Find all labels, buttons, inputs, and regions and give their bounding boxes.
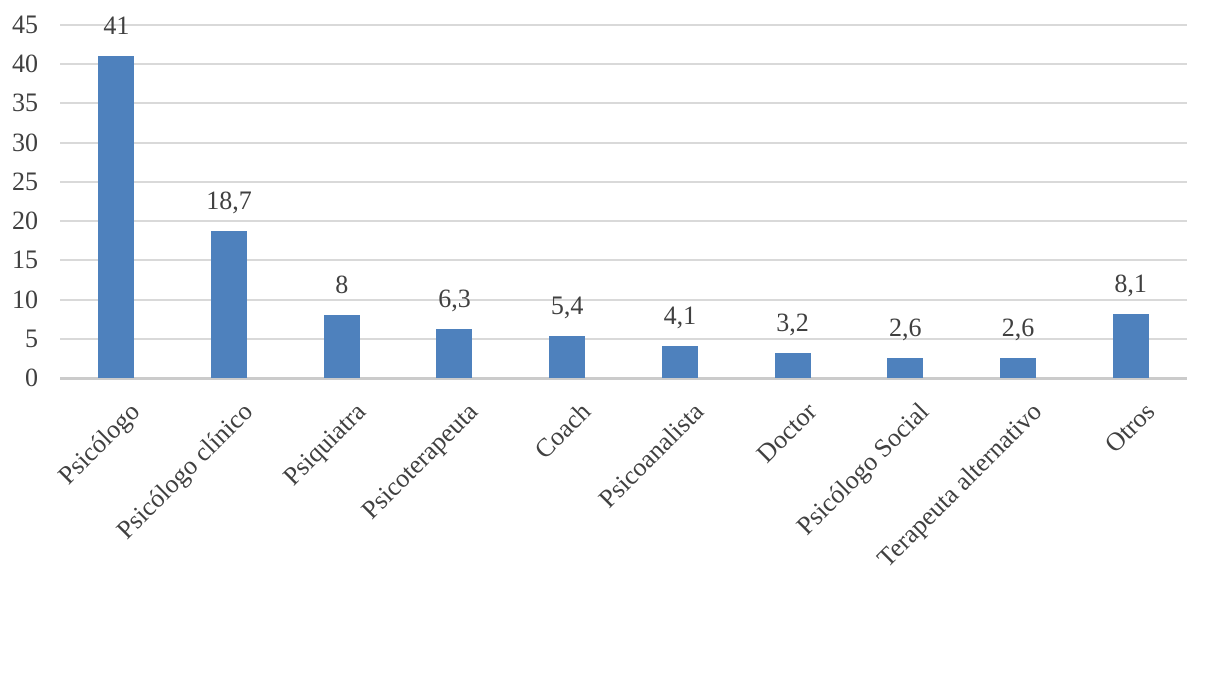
bar-value-label: 2,6 [889, 312, 922, 342]
bar [887, 357, 924, 378]
bar [98, 56, 135, 378]
bar [661, 345, 698, 378]
y-axis-tick-label: 10 [12, 284, 38, 314]
y-axis-tick-label: 20 [12, 206, 38, 236]
y-gridline [60, 24, 1187, 26]
bar [774, 352, 811, 378]
bar [323, 315, 360, 378]
bar-value-label: 8 [335, 270, 349, 300]
y-gridline [60, 337, 1187, 340]
bar-value-label: 2,6 [1001, 312, 1035, 342]
bar [1112, 314, 1149, 378]
bar-value-label: 3,2 [776, 307, 809, 337]
y-axis-tick-label: 35 [12, 88, 38, 118]
y-axis-tick-label: 0 [25, 363, 38, 392]
bar-value-label: 8,1 [1114, 269, 1147, 299]
bar-value-label: 41 [103, 11, 130, 41]
y-axis-tick-label: 30 [12, 127, 38, 157]
y-gridline [60, 220, 1187, 223]
bar-value-label: 18,7 [206, 186, 252, 216]
y-gridline [60, 63, 1187, 66]
bar [999, 357, 1036, 378]
y-gridline [60, 180, 1187, 183]
y-gridline [60, 298, 1187, 301]
y-gridline [60, 259, 1187, 262]
y-axis-tick-label: 25 [12, 166, 38, 196]
bar-value-label: 4,1 [663, 300, 697, 330]
y-axis-tick-label: 45 [12, 10, 38, 39]
y-axis-tick-label: 40 [12, 49, 38, 79]
bar [549, 335, 586, 378]
y-axis-tick-label: 5 [25, 323, 38, 353]
bar-value-label: 6,3 [438, 283, 471, 313]
bar [211, 231, 248, 378]
y-gridline [60, 141, 1187, 144]
bar-value-label: 5,4 [550, 290, 584, 320]
bar [436, 328, 473, 378]
x-axis-line [60, 377, 1187, 380]
y-gridline [60, 102, 1187, 105]
y-axis-tick-label: 15 [12, 245, 38, 275]
bar-chart: 0 5 10 15 20 25 30 35 40 45 41 Psicólogo 18,7 Psicólo… [12, 10, 1187, 573]
